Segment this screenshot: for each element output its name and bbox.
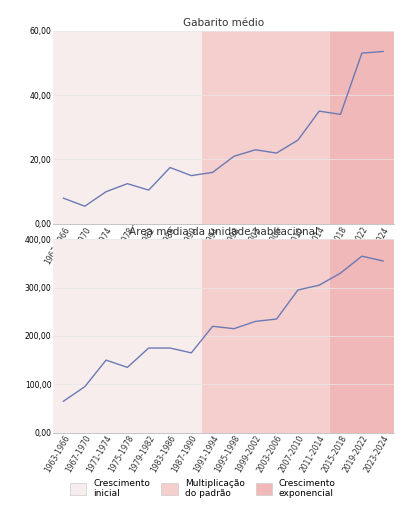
Title: Gabarito médio: Gabarito médio xyxy=(182,18,263,29)
Bar xyxy=(329,239,403,433)
Legend: Crescimento
inicial, Multiplicação
do padrão, Crescimento
exponencial: Crescimento inicial, Multiplicação do pa… xyxy=(66,475,339,502)
Bar xyxy=(53,239,202,433)
Bar xyxy=(202,31,329,224)
Bar xyxy=(202,239,329,433)
Bar xyxy=(53,31,202,224)
Bar xyxy=(329,31,403,224)
Title: Área média da unidade habitacional: Área média da unidade habitacional xyxy=(128,227,317,237)
